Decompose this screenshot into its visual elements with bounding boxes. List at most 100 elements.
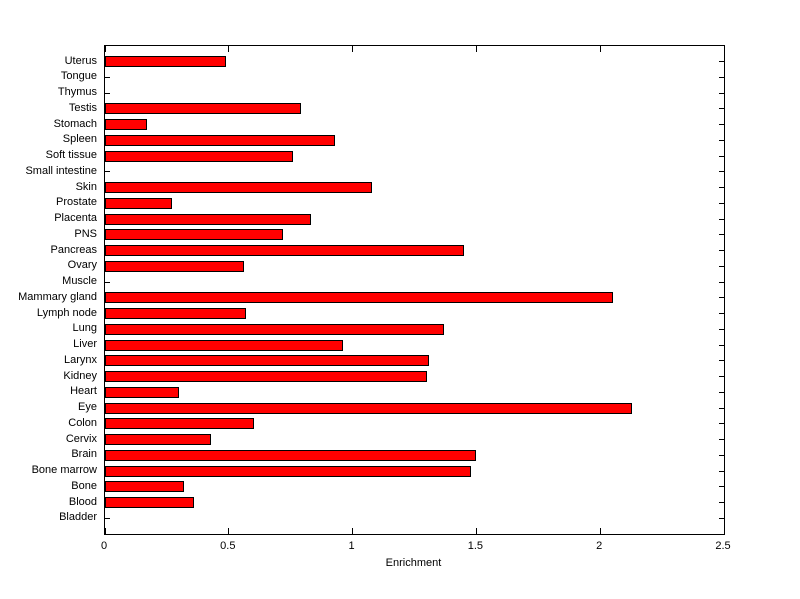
y-tick-label: Small intestine: [25, 164, 97, 177]
y-axis-tick-left: [105, 92, 110, 94]
y-tick-label: Eye: [78, 401, 97, 414]
y-axis-tick-right: [719, 108, 724, 110]
x-axis-tick-bottom: [104, 528, 106, 534]
x-axis-tick-bottom: [228, 528, 230, 534]
y-tick-label: Placenta: [54, 212, 97, 225]
y-axis-tick-right: [719, 155, 724, 157]
y-tick-label: Mammary gland: [18, 290, 97, 303]
y-tick-label: Pancreas: [50, 243, 97, 256]
y-axis-tick-right: [719, 234, 724, 236]
y-axis-tick-right: [719, 502, 724, 504]
bar: [105, 103, 301, 115]
y-axis-tick-right: [719, 124, 724, 126]
y-tick-label: Prostate: [56, 196, 97, 209]
y-tick-label: Brain: [71, 448, 97, 461]
y-tick-label: Bone: [71, 479, 97, 492]
plot-area: [104, 45, 725, 535]
x-tick-label: 1.5: [467, 540, 484, 552]
bar: [105, 229, 284, 241]
y-tick-label: Bone marrow: [31, 464, 97, 477]
bar: [105, 134, 336, 146]
x-axis-label: Enrichment: [385, 557, 442, 569]
y-tick-label: Ovary: [67, 259, 97, 272]
y-tick-label: Blood: [68, 495, 97, 508]
y-tick-label: Thymus: [57, 86, 97, 99]
y-tick-label: Spleen: [62, 133, 97, 146]
y-axis-tick-right: [719, 486, 724, 488]
bar: [105, 213, 311, 225]
y-tick-label: Lymph node: [36, 306, 97, 319]
y-axis-tick-right: [719, 470, 724, 472]
bar: [105, 150, 294, 162]
y-axis-tick-left: [105, 281, 110, 283]
y-axis-tick-right: [719, 439, 724, 441]
x-tick-label: 1: [348, 540, 355, 552]
y-axis-tick-right: [719, 391, 724, 393]
y-axis-tick-right: [719, 517, 724, 519]
y-axis-tick-right: [719, 360, 724, 362]
y-tick-label: PNS: [74, 227, 97, 240]
y-axis-tick-right: [719, 76, 724, 78]
y-axis-tick-right: [719, 139, 724, 141]
bar: [105, 245, 465, 257]
x-tick-label: 2: [596, 540, 603, 552]
x-axis-tick-top: [352, 46, 354, 52]
bar: [105, 308, 247, 320]
y-axis-tick-left: [105, 517, 110, 519]
x-axis-tick-top: [104, 46, 106, 52]
y-tick-label: Tongue: [60, 70, 97, 83]
bar: [105, 434, 212, 446]
y-tick-label: Lung: [72, 322, 97, 335]
bar: [105, 497, 195, 509]
y-axis-tick-right: [719, 344, 724, 346]
x-tick-label: 0: [100, 540, 108, 552]
x-axis-tick-top: [723, 46, 725, 52]
bar: [105, 197, 172, 209]
y-axis-tick-right: [719, 187, 724, 189]
y-tick-label: Uterus: [64, 54, 97, 67]
y-axis-tick-right: [719, 250, 724, 252]
y-axis-tick-right: [719, 313, 724, 315]
bar: [105, 323, 445, 335]
x-axis-tick-bottom: [723, 528, 725, 534]
y-axis-tick-right: [719, 61, 724, 63]
y-axis-tick-left: [105, 171, 110, 173]
y-tick-label: Cervix: [65, 432, 97, 445]
bar: [105, 449, 477, 461]
y-tick-label: Skin: [75, 180, 97, 193]
y-tick-label: Stomach: [53, 117, 97, 130]
y-tick-label: Larynx: [63, 353, 97, 366]
y-axis-tick-right: [719, 92, 724, 94]
bar: [105, 260, 244, 272]
x-axis-tick-top: [475, 46, 477, 52]
y-axis-tick-right: [719, 376, 724, 378]
y-axis-tick-right: [719, 265, 724, 267]
bar: [105, 371, 427, 383]
y-tick-label: Colon: [68, 416, 97, 429]
bar: [105, 355, 430, 367]
bar: [105, 465, 472, 477]
bar: [105, 182, 373, 194]
y-axis-tick-right: [719, 407, 724, 409]
y-axis-tick-right: [719, 171, 724, 173]
x-axis-tick-top: [599, 46, 601, 52]
bar: [105, 402, 633, 414]
y-axis-tick-right: [719, 202, 724, 204]
y-axis-tick-left: [105, 76, 110, 78]
bar: [105, 119, 148, 131]
y-tick-label: Heart: [70, 385, 97, 398]
x-axis-tick-top: [228, 46, 230, 52]
y-tick-label: Soft tissue: [45, 149, 97, 162]
y-axis-tick-right: [719, 454, 724, 456]
y-tick-label: Muscle: [62, 275, 97, 288]
bar: [105, 292, 613, 304]
bar: [105, 418, 254, 430]
y-axis-tick-right: [719, 328, 724, 330]
x-axis-tick-bottom: [352, 528, 354, 534]
y-tick-label: Liver: [73, 338, 97, 351]
bar: [105, 386, 180, 398]
y-axis-tick-right: [719, 297, 724, 299]
y-tick-label: Kidney: [63, 369, 97, 382]
bar: [105, 481, 185, 493]
